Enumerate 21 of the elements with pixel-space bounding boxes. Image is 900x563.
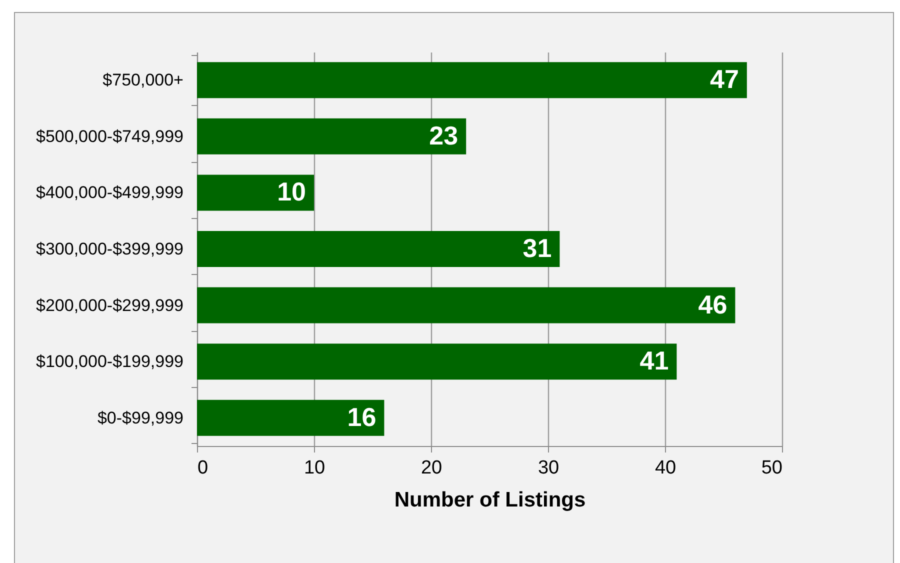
x-tick-label: 0 xyxy=(198,458,208,478)
y-tick-label: $400,000-$499,999 xyxy=(36,183,184,202)
x-tick-label: 40 xyxy=(654,458,676,478)
y-tick-label: $300,000-$399,999 xyxy=(36,240,184,258)
data-label: 47 xyxy=(710,64,739,94)
y-tick-label: $750,000+ xyxy=(102,70,184,90)
data-label: 10 xyxy=(277,176,306,207)
data-label: 46 xyxy=(698,289,728,320)
x-tick-label: 50 xyxy=(761,458,782,478)
y-tick-label: $0-$99,999 xyxy=(97,408,184,428)
x-tick-label: 30 xyxy=(538,458,560,478)
y-tick-label: $200,000-$299,999 xyxy=(36,296,184,315)
x-tick-label: 20 xyxy=(420,458,442,478)
data-label: 41 xyxy=(640,346,669,376)
y-tick-label: $500,000-$749,999 xyxy=(36,126,184,146)
data-label: 31 xyxy=(522,233,552,263)
x-tick-label: 10 xyxy=(304,458,326,478)
data-label: 23 xyxy=(429,120,458,150)
y-tick-label: $100,000-$199,999 xyxy=(36,352,184,372)
x-axis-title: Number of Listings xyxy=(394,488,586,512)
data-label: 16 xyxy=(347,402,376,432)
